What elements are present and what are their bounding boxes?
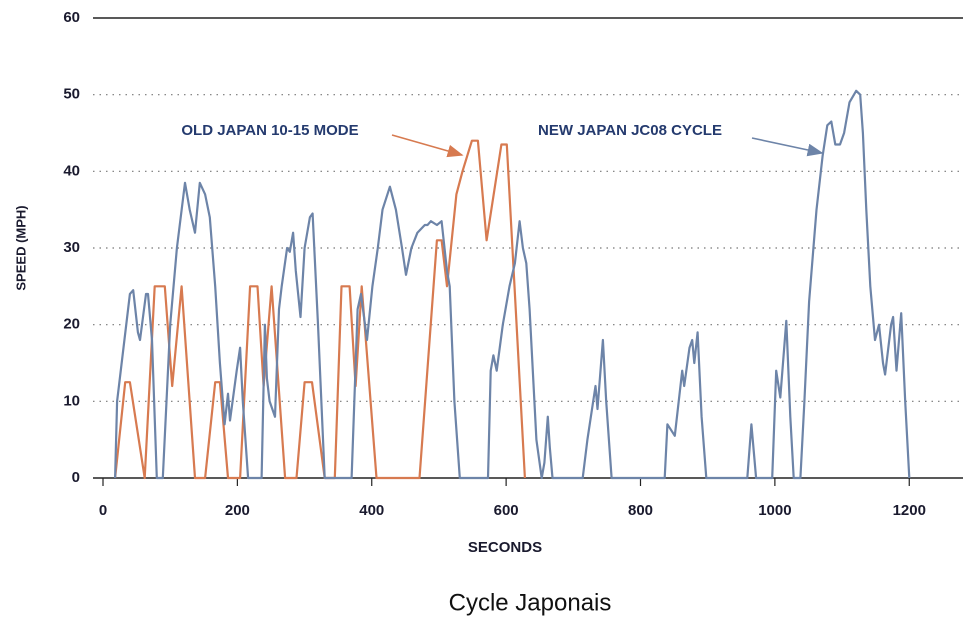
x-tick-label: 0 [99,502,107,519]
x-tick-label: 800 [628,502,653,519]
x-axis-label: SECONDS [468,539,542,556]
annotation: NEW JAPAN JC08 CYCLE [538,122,722,139]
y-tick-label: 30 [63,239,80,256]
y-tick-label: 10 [63,392,80,409]
x-tick-label: 400 [359,502,384,519]
series-line [114,89,911,480]
annotation-arrow [391,134,464,158]
y-tick-label: 50 [63,86,80,103]
y-tick-label: 0 [72,469,80,486]
x-tick-label: 1000 [758,502,791,519]
y-tick-label: 40 [63,162,80,179]
x-tick-label: 600 [494,502,519,519]
y-tick-label: 60 [63,9,80,26]
y-tick-label: 20 [63,316,80,333]
chart-title: Cycle Japonais [449,589,612,616]
x-tick-label: 200 [225,502,250,519]
annotation: OLD JAPAN 10-15 MODE [181,122,358,139]
x-tick-label: 1200 [893,502,926,519]
series-line [114,139,526,480]
annotation-arrow [751,137,824,157]
y-axis-label: SPEED (MPH) [13,205,28,290]
